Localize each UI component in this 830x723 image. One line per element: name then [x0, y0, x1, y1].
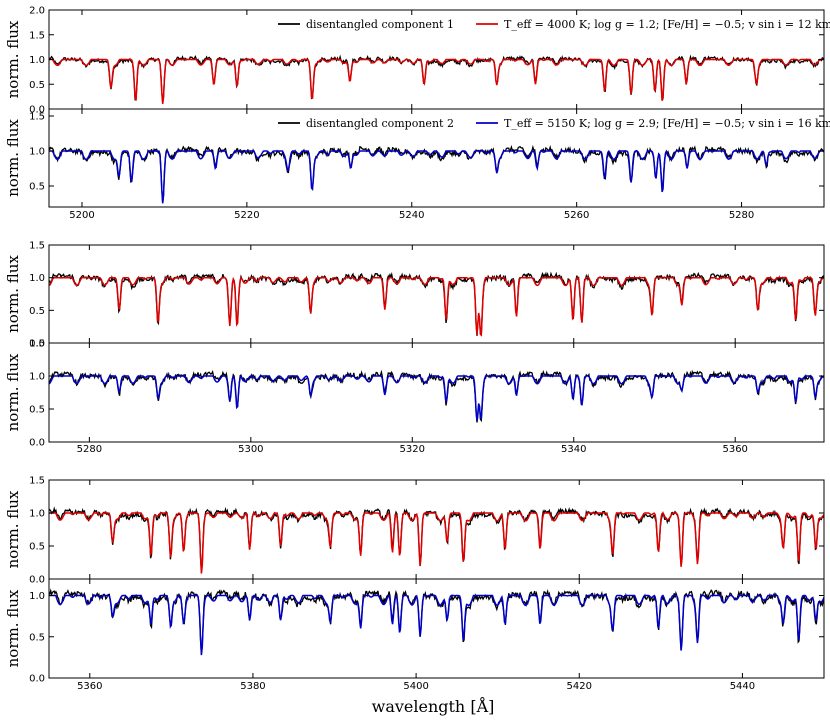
- y-tick-label: 1.5: [29, 476, 45, 487]
- y-tick-label: 0.5: [29, 182, 45, 193]
- subplot-0-bottom: 0.5 1.0 1.5 norm. flux disentangled componen…: [4, 108, 830, 208]
- subplot-0-top: 0.0 0.5 1.0 1.5 2.0 norm. flux disentangled co…: [4, 6, 830, 116]
- series-model: [49, 58, 824, 104]
- y-tick-label: 0.0: [29, 105, 45, 116]
- x-tick-label: 5360: [77, 681, 102, 692]
- y-tick-label: 1.0: [29, 273, 45, 284]
- x-tick-label: 5340: [561, 444, 586, 455]
- y-tick-label: 0.0: [29, 339, 45, 350]
- axes-frame: [48, 244, 825, 344]
- legend-label-observed: disentangled component 1: [306, 18, 454, 31]
- legend-label-observed: disentangled component 2: [306, 117, 454, 130]
- y-tick-label: 2.0: [29, 6, 45, 17]
- x-tick-label: 5420: [567, 681, 592, 692]
- y-axis-label: norm. flux: [4, 589, 22, 667]
- y-tick-label: 0.5: [29, 542, 45, 553]
- series-model: [49, 511, 824, 574]
- y-axis-label: norm. flux: [4, 353, 22, 431]
- series-observed: [49, 369, 824, 423]
- y-tick-label: 1.5: [29, 112, 45, 123]
- y-tick-label: 0.0: [29, 674, 45, 685]
- y-tick-label: 0.0: [29, 438, 45, 449]
- y-tick-label: 1.5: [29, 339, 45, 350]
- series-model: [49, 276, 824, 337]
- subplot-1-bottom: 0.0 0.5 1.0 1.5 norm. flux: [4, 339, 825, 449]
- x-tick-label: 5280: [729, 210, 754, 221]
- y-axis-label: norm. flux: [4, 490, 22, 568]
- axes-frame: [48, 342, 825, 443]
- legend-label-model: T_eff = 4000 K; log g = 1.2; [Fe/H] = −0…: [504, 18, 830, 31]
- x-tick-label: 5320: [400, 444, 425, 455]
- y-tick-label: 0.5: [29, 80, 45, 91]
- y-tick-label: 0.5: [29, 405, 45, 416]
- subplot-2-bottom: 0.0 0.5 1.0 norm. flux: [4, 578, 825, 685]
- y-axis-label: norm. flux: [4, 255, 22, 333]
- y-tick-label: 1.0: [29, 147, 45, 158]
- y-tick-label: 0.5: [29, 306, 45, 317]
- y-tick-label: 1.0: [29, 55, 45, 66]
- y-tick-label: 1.0: [29, 509, 45, 520]
- subplot-1-top: 0.0 0.5 1.0 1.5 norm. flux: [4, 241, 825, 350]
- x-tick-label: 5400: [403, 681, 428, 692]
- panels-group: 0.0 0.5 1.0 1.5 2.0 norm. flux disentangled co…: [4, 6, 830, 693]
- y-tick-label: 1.5: [29, 30, 45, 41]
- y-tick-label: 0.5: [29, 632, 45, 643]
- y-tick-label: 1.0: [29, 372, 45, 383]
- x-tick-label: 5260: [564, 210, 589, 221]
- axes-frame: [48, 578, 825, 679]
- subplot-2-top: 0.0 0.5 1.0 1.5 norm. flux: [4, 476, 825, 586]
- x-tick-label: 5280: [77, 444, 102, 455]
- x-tick-label: 5440: [730, 681, 755, 692]
- y-axis-label: norm. flux: [4, 119, 22, 197]
- series-model: [49, 594, 824, 655]
- x-tick-label: 5240: [399, 210, 424, 221]
- series-model: [49, 374, 824, 421]
- y-tick-label: 0.0: [29, 575, 45, 586]
- series-model: [49, 149, 824, 204]
- x-tick-label: 5380: [240, 681, 265, 692]
- legend-label-model: T_eff = 5150 K; log g = 2.9; [Fe/H] = −0…: [504, 117, 830, 130]
- y-axis-label: norm. flux: [4, 20, 22, 98]
- axes-frame: [48, 108, 825, 208]
- x-tick-label: 5200: [69, 210, 94, 221]
- x-tick-label: 5360: [722, 444, 747, 455]
- y-tick-label: 1.0: [29, 591, 45, 602]
- series-observed: [49, 54, 824, 104]
- x-tick-label: 5220: [234, 210, 259, 221]
- series-observed: [49, 506, 824, 571]
- axes-frame: [48, 479, 825, 580]
- y-tick-label: 1.5: [29, 241, 45, 252]
- x-axis-label: wavelength [Å]: [372, 696, 495, 716]
- x-tick-label: 5300: [238, 444, 263, 455]
